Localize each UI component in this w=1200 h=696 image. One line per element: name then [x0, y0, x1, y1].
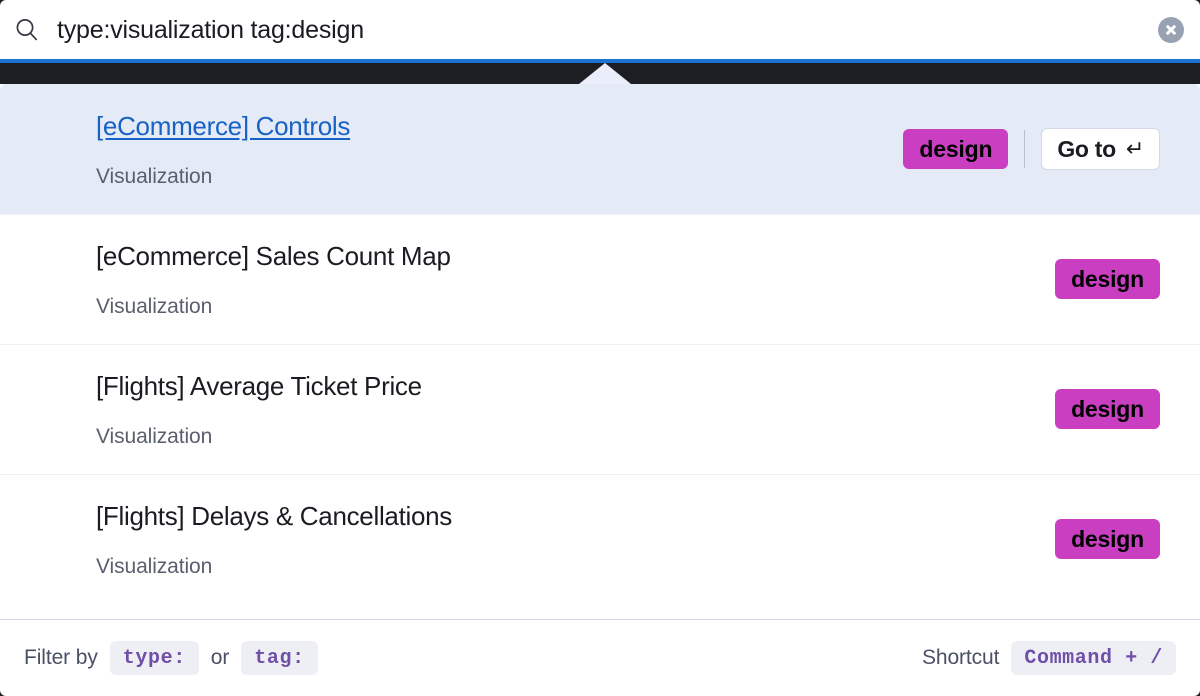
search-icon	[10, 13, 44, 47]
result-meta: design Go to ↵	[903, 128, 1160, 170]
list-item[interactable]: [eCommerce] Controls Visualization desig…	[0, 84, 1200, 214]
shortcut-hint: Shortcut Command + /	[922, 641, 1176, 675]
result-text: [Flights] Average Ticket Price Visualiza…	[96, 370, 1055, 449]
search-input[interactable]	[44, 15, 1158, 45]
go-to-button[interactable]: Go to ↵	[1041, 128, 1160, 170]
result-meta: design	[1055, 259, 1160, 299]
result-title[interactable]: [eCommerce] Controls	[96, 110, 351, 141]
filter-type-chip[interactable]: type:	[109, 641, 199, 675]
result-text: [eCommerce] Sales Count Map Visualizatio…	[96, 240, 1055, 319]
clear-search-button[interactable]	[1158, 17, 1184, 43]
result-title: [eCommerce] Sales Count Map	[96, 240, 451, 271]
search-results-list: [eCommerce] Controls Visualization desig…	[0, 84, 1200, 619]
search-footer: Filter by type: or tag: Shortcut Command…	[0, 619, 1200, 696]
tag-badge[interactable]: design	[1055, 389, 1160, 429]
close-circle-icon	[1158, 17, 1184, 43]
search-bar	[0, 0, 1200, 60]
go-to-label: Go to	[1057, 135, 1116, 162]
enter-key-icon: ↵	[1125, 136, 1144, 161]
result-title: [Flights] Delays & Cancellations	[96, 500, 452, 531]
popover-notch-icon	[579, 63, 631, 84]
filter-hint: Filter by type: or tag:	[24, 641, 318, 675]
result-type: Visualization	[96, 294, 213, 318]
list-item[interactable]: [eCommerce] Sales Count Map Visualizatio…	[0, 214, 1200, 344]
result-type: Visualization	[96, 554, 213, 578]
tag-badge[interactable]: design	[903, 129, 1009, 169]
shortcut-label: Shortcut	[921, 646, 1000, 669]
result-text: [Flights] Delays & Cancellations Visuali…	[96, 500, 1055, 579]
filter-tag-chip[interactable]: tag:	[241, 641, 318, 675]
filter-or-label: or	[210, 646, 230, 669]
input-focus-underline	[0, 59, 1200, 63]
result-type: Visualization	[96, 164, 213, 188]
list-item[interactable]: [Flights] Delays & Cancellations Visuali…	[0, 474, 1200, 604]
result-meta: design	[1055, 519, 1160, 559]
result-type: Visualization	[96, 424, 213, 448]
tag-badge[interactable]: design	[1055, 519, 1160, 559]
result-text: [eCommerce] Controls Visualization	[96, 110, 903, 189]
meta-divider	[1024, 130, 1026, 168]
filter-by-label: Filter by	[24, 646, 98, 669]
result-meta: design	[1055, 389, 1160, 429]
tag-badge[interactable]: design	[1055, 259, 1160, 299]
list-item[interactable]: [Flights] Average Ticket Price Visualiza…	[0, 344, 1200, 474]
shortcut-chip: Command + /	[1011, 641, 1176, 675]
result-title: [Flights] Average Ticket Price	[96, 370, 422, 401]
